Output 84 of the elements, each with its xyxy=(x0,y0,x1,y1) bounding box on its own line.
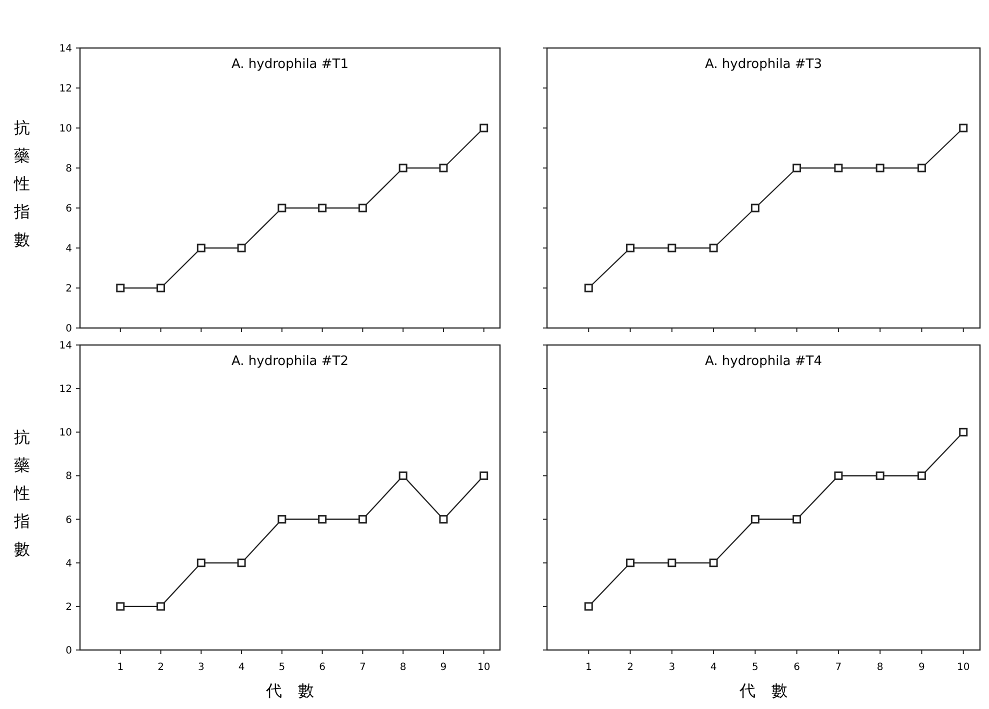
x-tick-label: 6 xyxy=(794,662,800,673)
point xyxy=(668,558,676,568)
y-tick-label: 6 xyxy=(66,204,72,214)
point xyxy=(358,204,367,212)
y-tick-label: 2 xyxy=(66,602,72,613)
point xyxy=(917,471,926,480)
y-tick-label: 14 xyxy=(59,340,72,352)
point xyxy=(668,244,676,252)
point xyxy=(626,244,635,252)
x-axis-title: 代 數 xyxy=(738,681,788,700)
point xyxy=(278,204,286,212)
point xyxy=(439,164,448,172)
x-tick-label: 2 xyxy=(158,662,164,673)
point xyxy=(876,164,884,172)
text: A. hydrophila #T3 xyxy=(704,57,822,72)
point xyxy=(318,204,327,212)
point xyxy=(584,602,593,611)
point xyxy=(237,244,246,252)
point xyxy=(439,515,448,524)
point xyxy=(917,164,926,172)
y-tick-label: 14 xyxy=(59,44,72,54)
x-tick-label: 3 xyxy=(198,662,204,673)
x-tick-label: 1 xyxy=(117,662,124,673)
y-tick-label: 8 xyxy=(66,164,72,174)
y-axis-title: 抗藥性指數 xyxy=(13,428,30,558)
point xyxy=(480,124,488,132)
x-tick-label: 4 xyxy=(238,662,245,673)
point xyxy=(834,164,843,172)
x-tick-label: 3 xyxy=(668,662,676,673)
point xyxy=(750,204,760,212)
y-tick-label: 6 xyxy=(66,514,72,526)
point xyxy=(876,471,884,480)
y-tick-label: 0 xyxy=(66,324,72,334)
point xyxy=(398,164,408,172)
y-tick-label: 12 xyxy=(59,384,72,396)
point xyxy=(278,515,286,524)
x-tick-label: 1 xyxy=(585,662,592,673)
point xyxy=(584,284,593,292)
x-tick-label: 4 xyxy=(710,662,717,673)
x-tick-label: 10 xyxy=(477,662,490,673)
point xyxy=(709,244,718,252)
x-tick-label: 10 xyxy=(956,662,970,673)
y-tick-label: 8 xyxy=(66,471,72,482)
y-axis-title: 抗藥性指數 xyxy=(13,118,30,249)
x-tick-label: 5 xyxy=(752,662,758,673)
point xyxy=(959,124,968,132)
x-tick-label: 9 xyxy=(440,662,447,673)
point xyxy=(709,558,718,568)
point xyxy=(116,284,125,292)
x-tick-label: 6 xyxy=(319,662,326,673)
point xyxy=(959,428,968,436)
y-tick-label: 2 xyxy=(66,284,72,294)
point xyxy=(398,471,408,480)
point xyxy=(237,558,246,568)
y-tick-label: 12 xyxy=(59,84,72,94)
x-tick-label: 8 xyxy=(400,662,406,673)
point xyxy=(196,244,206,252)
x-axis-title: 代 數 xyxy=(265,681,314,700)
point xyxy=(116,602,125,611)
text: A. hydrophila #T4 xyxy=(704,354,822,369)
point xyxy=(196,558,206,568)
x-tick-label: 2 xyxy=(627,662,634,673)
text: A. hydrophila #T2 xyxy=(231,354,349,369)
y-tick-label: 0 xyxy=(66,646,72,656)
x-tick-label: 7 xyxy=(835,662,842,673)
point xyxy=(750,515,760,524)
text: A. hydrophila #T1 xyxy=(231,57,349,72)
point xyxy=(156,284,166,292)
y-tick-label: 10 xyxy=(59,124,72,134)
point xyxy=(480,471,488,480)
point xyxy=(792,515,802,524)
point xyxy=(358,515,367,524)
point xyxy=(626,558,635,568)
x-tick-label: 7 xyxy=(360,662,366,673)
y-tick-label: 4 xyxy=(66,558,72,570)
x-tick-label: 8 xyxy=(876,662,884,673)
point xyxy=(792,164,802,172)
x-tick-label: 9 xyxy=(918,662,925,673)
x-tick-label: 5 xyxy=(278,662,286,673)
y-tick-label: 10 xyxy=(59,428,72,439)
y-tick-label: 4 xyxy=(66,244,72,254)
point xyxy=(834,471,843,480)
point xyxy=(156,602,166,611)
point xyxy=(318,515,327,524)
